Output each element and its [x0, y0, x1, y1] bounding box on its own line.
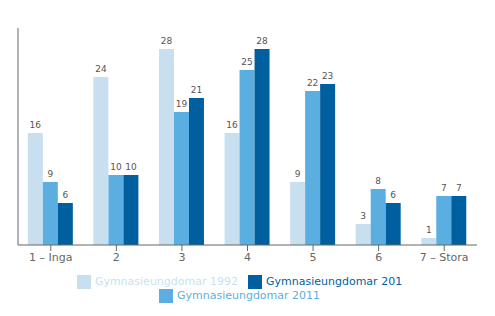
svg-text:23: 23 — [322, 71, 333, 81]
html-text:Gymnasieungdomar 201: Gymnasieungdomar 201 — [266, 275, 403, 288]
svg-text:16: 16 — [226, 120, 238, 130]
html-text:Gymnasieungdomar 2011: Gymnasieungdomar 2011 — [176, 289, 321, 302]
svg-text:28: 28 — [256, 36, 268, 46]
svg-text:6: 6 — [390, 190, 396, 200]
svg-text:5: 5 — [310, 251, 317, 264]
svg-text:21: 21 — [191, 85, 202, 95]
svg-text:19: 19 — [176, 99, 188, 109]
svg-text:7: 7 — [441, 183, 447, 193]
svg-text:7: 7 — [456, 183, 462, 193]
svg-text:9: 9 — [295, 169, 301, 179]
svg-text:8: 8 — [375, 176, 381, 186]
svg-text:10: 10 — [125, 162, 137, 172]
svg-text:10: 10 — [110, 162, 122, 172]
svg-text:6: 6 — [62, 190, 68, 200]
svg-text:22: 22 — [307, 78, 318, 88]
svg-text:7 – Stora: 7 – Stora — [420, 251, 469, 264]
svg-text:24: 24 — [95, 64, 107, 74]
svg-text:3: 3 — [360, 211, 366, 221]
svg-text:25: 25 — [241, 57, 252, 67]
svg-text:16: 16 — [30, 120, 42, 130]
svg-text:28: 28 — [161, 36, 173, 46]
svg-text:3: 3 — [178, 251, 185, 264]
svg-text:6: 6 — [375, 251, 382, 264]
svg-text:4: 4 — [244, 251, 251, 264]
svg-text:2: 2 — [113, 251, 120, 264]
svg-text:1: 1 — [426, 225, 432, 235]
svg-text:9: 9 — [47, 169, 53, 179]
html-text:Gymnasieungdomar 1992: Gymnasieungdomar 1992 — [94, 275, 238, 288]
svg-text:1 – Inga: 1 – Inga — [29, 251, 72, 264]
